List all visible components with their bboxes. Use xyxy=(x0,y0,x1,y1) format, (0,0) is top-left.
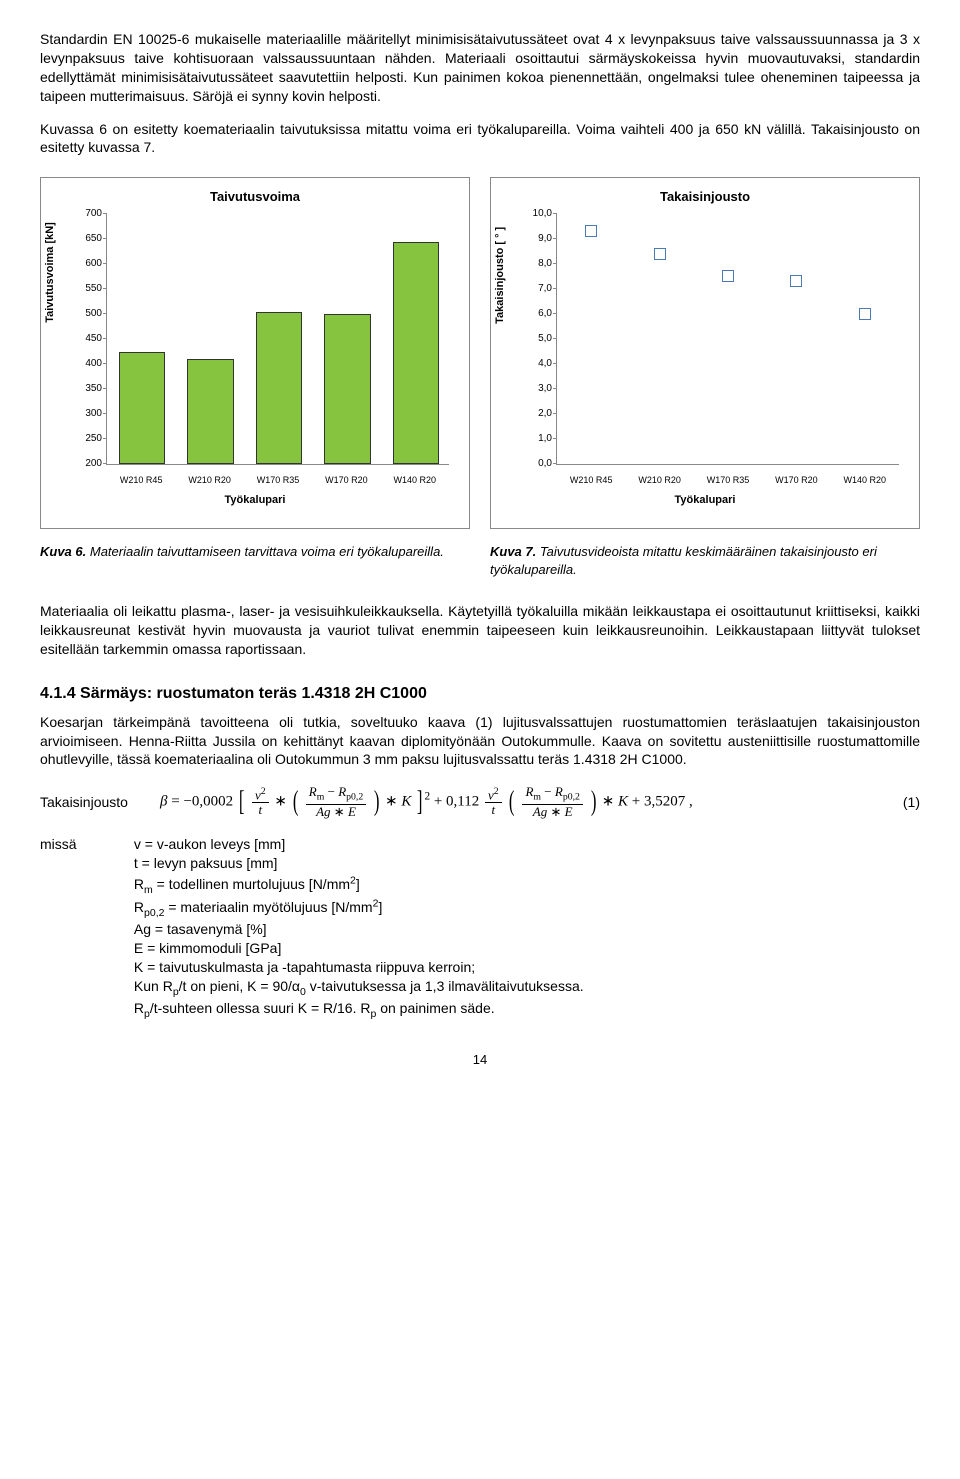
data-point xyxy=(654,248,666,260)
caption-fig7-text: Taivutusvideoista mitattu keskimääräinen… xyxy=(490,544,877,577)
chart1-area: 200250300350400450500550600650700W210 R4… xyxy=(106,214,449,465)
ytick: 0,0 xyxy=(522,457,552,471)
ytick: 450 xyxy=(72,332,102,346)
xtick: W170 R20 xyxy=(325,474,368,486)
formula-row: Takaisinjousto β = −0,0002 [ v2t ∗ ( Rm … xyxy=(40,783,920,821)
chart2-ylabel: Takaisinjousto [ ° ] xyxy=(493,227,508,324)
formula-number: (1) xyxy=(880,793,920,812)
charts-row: Taivutusvoima Taivutusvoima [kN] 2002503… xyxy=(40,177,920,529)
formula-label: Takaisinjousto xyxy=(40,793,160,812)
def-t: t = levyn paksuus [mm] xyxy=(134,855,278,871)
caption-fig7-bold: Kuva 7. xyxy=(490,544,536,559)
chart-springback: Takaisinjousto Takaisinjousto [ ° ] 0,01… xyxy=(490,177,920,529)
def-e: E = kimmomoduli [GPa] xyxy=(134,940,281,956)
ytick: 1,0 xyxy=(522,432,552,446)
def-k-small: Kun Rp/t on pieni, K = 90/α0 v-taivutuks… xyxy=(134,978,584,994)
data-point xyxy=(722,270,734,282)
bar xyxy=(119,352,165,464)
section-heading-414: 4.1.4 Särmäys: ruostumaton teräs 1.4318 … xyxy=(40,683,920,705)
ytick: 650 xyxy=(72,232,102,246)
defs-label: missä xyxy=(40,835,130,854)
ytick: 8,0 xyxy=(522,257,552,271)
ytick: 300 xyxy=(72,407,102,421)
paragraph-4: Koesarjan tärkeimpänä tavoitteena oli tu… xyxy=(40,713,920,770)
ytick: 2,0 xyxy=(522,407,552,421)
caption-fig6-bold: Kuva 6. xyxy=(40,544,86,559)
xtick: W210 R45 xyxy=(570,474,613,486)
ytick: 4,0 xyxy=(522,357,552,371)
formula-body: β = −0,0002 [ v2t ∗ ( Rm − Rp0,2Ag ∗ E )… xyxy=(160,783,880,821)
ytick: 500 xyxy=(72,307,102,321)
ytick: 6,0 xyxy=(522,307,552,321)
caption-fig6-text: Materiaalin taivuttamiseen tarvittava vo… xyxy=(86,544,444,559)
ytick: 5,0 xyxy=(522,332,552,346)
xtick: W170 R20 xyxy=(775,474,818,486)
ytick: 400 xyxy=(72,357,102,371)
ytick: 600 xyxy=(72,257,102,271)
xtick: W170 R35 xyxy=(257,474,300,486)
chart1-ylabel: Taivutusvoima [kN] xyxy=(43,222,58,323)
caption-row: Kuva 6. Materiaalin taivuttamiseen tarvi… xyxy=(40,543,920,578)
def-v: v = v-aukon leveys [mm] xyxy=(134,836,285,852)
xtick: W140 R20 xyxy=(844,474,887,486)
def-k-large: Rp/t-suhteen ollessa suuri K = R/16. Rp … xyxy=(134,1000,495,1016)
bar xyxy=(393,242,439,464)
bar xyxy=(187,359,233,464)
ytick: 9,0 xyxy=(522,232,552,246)
chart1-title: Taivutusvoima xyxy=(51,188,459,206)
paragraph-1: Standardin EN 10025-6 mukaiselle materia… xyxy=(40,30,920,106)
chart2-area: 0,01,02,03,04,05,06,07,08,09,010,0W210 R… xyxy=(556,214,899,465)
xtick: W170 R35 xyxy=(707,474,750,486)
ytick: 200 xyxy=(72,457,102,471)
chart2-xlabel: Työkalupari xyxy=(501,493,909,508)
ytick: 10,0 xyxy=(522,207,552,221)
xtick: W210 R20 xyxy=(188,474,231,486)
data-point xyxy=(790,275,802,287)
ytick: 7,0 xyxy=(522,282,552,296)
chart-bending-force: Taivutusvoima Taivutusvoima [kN] 2002503… xyxy=(40,177,470,529)
xtick: W210 R20 xyxy=(638,474,681,486)
ytick: 250 xyxy=(72,432,102,446)
def-rp02: Rp0,2 = materiaalin myötölujuus [N/mm2] xyxy=(134,899,382,915)
chart1-xlabel: Työkalupari xyxy=(51,493,459,508)
caption-fig7: Kuva 7. Taivutusvideoista mitattu keskim… xyxy=(490,543,920,578)
xtick: W140 R20 xyxy=(394,474,437,486)
paragraph-3: Materiaalia oli leikattu plasma-, laser-… xyxy=(40,602,920,659)
bar xyxy=(324,314,370,464)
data-point xyxy=(585,225,597,237)
defs-body: v = v-aukon leveys [mm] t = levyn paksuu… xyxy=(134,835,814,1021)
ytick: 3,0 xyxy=(522,382,552,396)
def-ag: Ag = tasavenymä [%] xyxy=(134,921,267,937)
ytick: 700 xyxy=(72,207,102,221)
data-point xyxy=(859,308,871,320)
def-k: K = taivutuskulmasta ja -tapahtumasta ri… xyxy=(134,959,475,975)
xtick: W210 R45 xyxy=(120,474,163,486)
page-number: 14 xyxy=(40,1051,920,1069)
chart2-title: Takaisinjousto xyxy=(501,188,909,206)
ytick: 350 xyxy=(72,382,102,396)
definitions-block: missä v = v-aukon leveys [mm] t = levyn … xyxy=(40,835,920,1021)
ytick: 550 xyxy=(72,282,102,296)
def-rm: Rm = todellinen murtolujuus [N/mm2] xyxy=(134,876,360,892)
caption-fig6: Kuva 6. Materiaalin taivuttamiseen tarvi… xyxy=(40,543,470,578)
bar xyxy=(256,312,302,464)
paragraph-2: Kuvassa 6 on esitetty koemateriaalin tai… xyxy=(40,120,920,158)
